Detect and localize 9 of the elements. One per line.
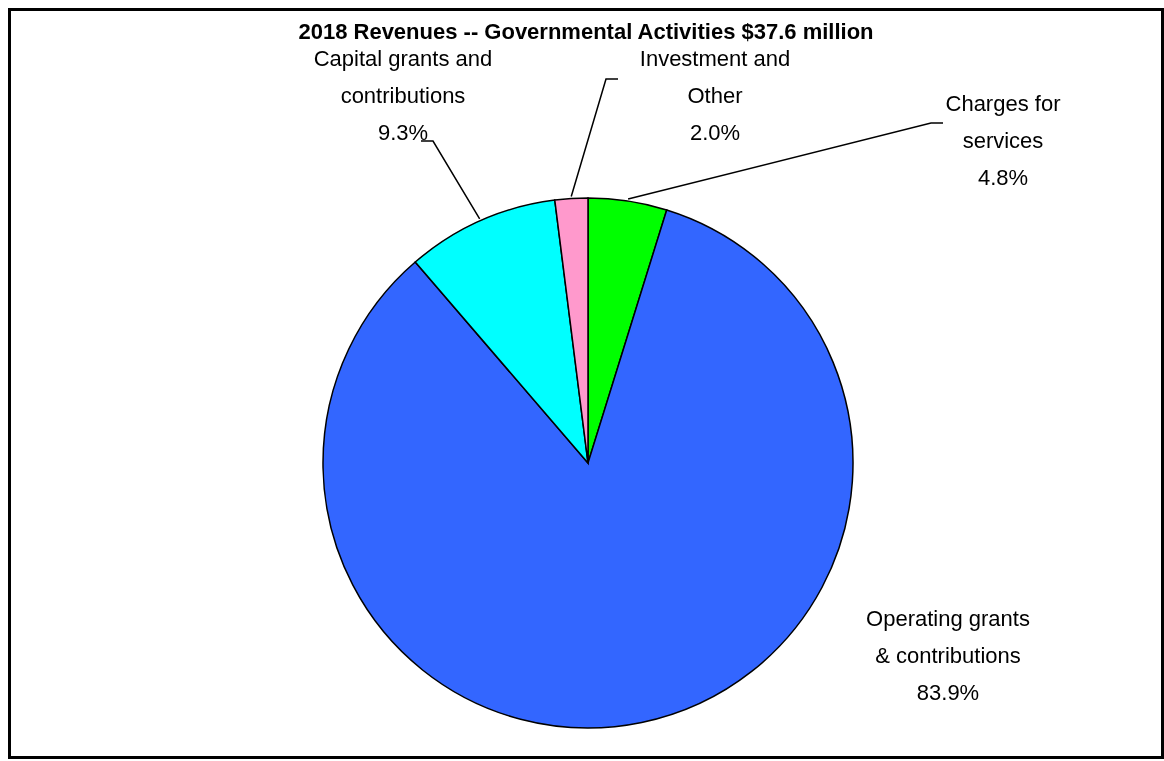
data-label: 9.3% <box>377 120 429 145</box>
slice-label: Investment and Other <box>639 46 791 108</box>
data-label: 83.9% <box>916 680 980 705</box>
slice-label: Capital grants and contributions <box>313 46 493 108</box>
slice-label: Operating grants & contributions <box>866 606 1030 668</box>
slice-label: Charges for services <box>945 91 1061 153</box>
data-label: 2.0% <box>689 120 741 145</box>
data-label: 4.8% <box>977 165 1029 190</box>
chart-title: 2018 Revenues -- Governmental Activities $37.6 million <box>297 19 875 45</box>
